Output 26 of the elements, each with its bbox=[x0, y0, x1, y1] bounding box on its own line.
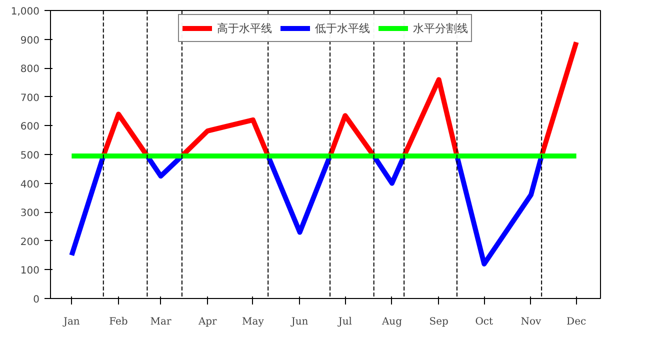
x-tick-label: Jul bbox=[337, 316, 352, 328]
y-tick-label: 800 bbox=[20, 64, 40, 76]
y-tick-label: 1,000 bbox=[10, 6, 40, 18]
y-tick-label: 600 bbox=[20, 122, 40, 133]
y-tick-label: 200 bbox=[20, 236, 40, 248]
x-tick-label: Jun bbox=[290, 316, 309, 328]
y-tick-label: 500 bbox=[20, 150, 40, 162]
y-tick-label: 700 bbox=[20, 92, 40, 104]
x-tick-label: Mar bbox=[150, 316, 172, 328]
y-tick-label: 0 bbox=[33, 294, 40, 306]
x-tick-label: Feb bbox=[109, 316, 128, 328]
y-tick-label: 400 bbox=[20, 179, 40, 190]
y-tick-label: 300 bbox=[20, 208, 40, 220]
x-tick-label: Aug bbox=[380, 316, 403, 328]
x-tick-label: Apr bbox=[197, 316, 218, 328]
x-tick-label: Dec bbox=[566, 316, 586, 328]
x-tick-label: May bbox=[242, 316, 264, 328]
legend-label: 高于水平线 bbox=[217, 22, 272, 36]
y-tick-label: 100 bbox=[20, 266, 40, 277]
x-tick-label: Nov bbox=[520, 316, 542, 328]
legend-label: 低于水平线 bbox=[315, 22, 370, 36]
y-tick-label: 900 bbox=[20, 35, 40, 46]
x-tick-label: Oct bbox=[475, 316, 494, 328]
legend-label: 水平分割线 bbox=[413, 22, 468, 36]
x-tick-label: Sep bbox=[429, 316, 448, 328]
x-tick-label: Jan bbox=[62, 316, 80, 328]
